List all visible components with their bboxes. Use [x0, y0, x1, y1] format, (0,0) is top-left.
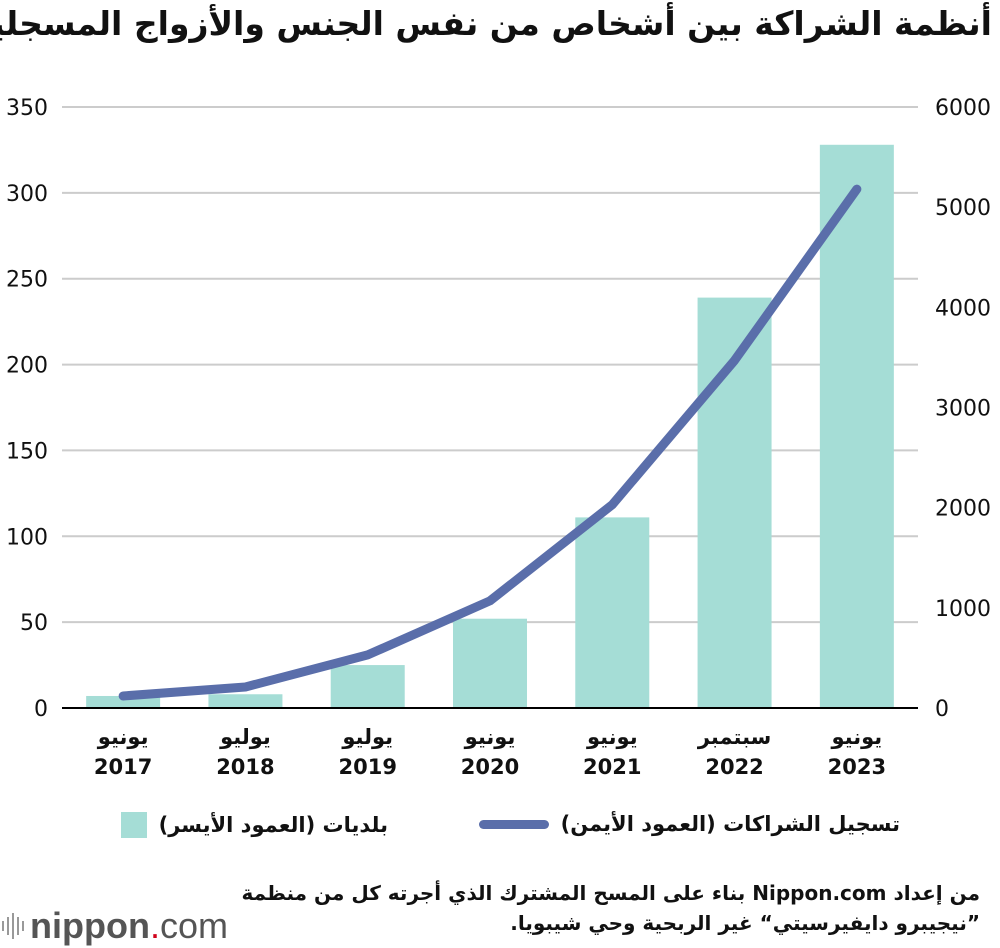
bar [208, 694, 283, 708]
source-note: من إعداد Nippon.com بناء على المسح المشت… [220, 878, 980, 938]
right-tick-label: 6000 [935, 96, 991, 121]
right-tick-label: 5000 [935, 196, 991, 221]
x-tick-label-month: يوليو [219, 725, 271, 749]
nippon-logo: nippon.com [2, 905, 228, 947]
chart-plot: 0 50 100 150 200 250 300 350 0 1000 2000 3000 4000 50… [6, 96, 991, 779]
x-tick-label-year: 2023 [828, 755, 886, 779]
x-tick-label-year: 2021 [583, 755, 641, 779]
bar [330, 665, 405, 708]
x-tick-label-year: 2018 [216, 755, 274, 779]
legend-swatch-bar [120, 812, 147, 838]
left-tick-label: 50 [20, 611, 48, 636]
bar [819, 144, 894, 708]
left-tick-label: 0 [34, 697, 48, 722]
legend-item-bar: بلديات (العمود الأيسر) [120, 812, 388, 838]
left-tick-label: 200 [6, 354, 48, 379]
x-tick-label-month: سبتمبر [697, 725, 772, 749]
left-tick-label: 300 [6, 182, 48, 207]
legend-swatch-line [478, 819, 549, 829]
x-tick-label-month: يونيو [586, 725, 638, 749]
x-tick-label-month: يونيو [831, 725, 883, 749]
left-tick-label: 100 [6, 525, 48, 550]
x-tick-label-month: يونيو [97, 725, 149, 749]
logo-bars-icon [2, 913, 24, 939]
x-tick-label-year: 2020 [461, 755, 519, 779]
logo-tld: com [159, 905, 228, 946]
x-tick-label-month: يوليو [341, 725, 393, 749]
left-tick-label: 250 [6, 268, 48, 293]
x-tick-label-year: 2022 [705, 755, 763, 779]
left-tick-label: 350 [6, 96, 48, 121]
x-tick-label-year: 2019 [338, 755, 396, 779]
legend-label-bar: بلديات (العمود الأيسر) [158, 813, 388, 837]
right-tick-label: 3000 [935, 397, 991, 422]
right-tick-label: 2000 [935, 497, 991, 522]
legend-item-line: تسجيل الشراكات (العمود الأيمن) [478, 812, 900, 836]
chart-title: أنظمة الشراكة بين أشخاص من نفس الجنس وال… [0, 4, 992, 43]
right-tick-label: 0 [935, 697, 949, 722]
bar [575, 517, 650, 708]
right-tick-label: 4000 [935, 296, 991, 321]
legend-label-line: تسجيل الشراكات (العمود الأيمن) [560, 812, 900, 836]
left-tick-label: 150 [6, 439, 48, 464]
logo-dot: . [149, 905, 160, 946]
right-tick-label: 1000 [935, 597, 991, 622]
logo-name: nippon [30, 905, 150, 946]
x-tick-label-month: يونيو [464, 725, 516, 749]
source-line-2: ”نيجيبرو دايفيرسيتي“ غير الربحية وحي شيب… [510, 911, 980, 935]
bar [453, 618, 527, 708]
source-line-1: من إعداد Nippon.com بناء على المسح المشت… [241, 881, 980, 905]
x-tick-label-year: 2017 [94, 755, 152, 779]
